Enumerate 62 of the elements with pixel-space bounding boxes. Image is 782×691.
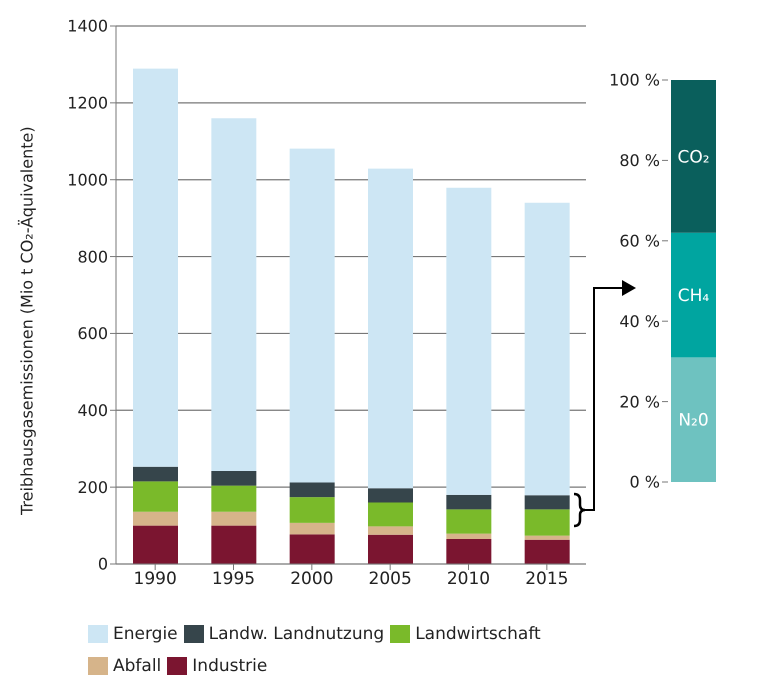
x-tick-label: 2000 <box>290 569 334 590</box>
bar <box>211 471 256 486</box>
bar <box>133 512 178 526</box>
bar <box>133 466 178 482</box>
bar <box>368 502 413 526</box>
y-tick-label: 1200 <box>67 94 108 113</box>
bar <box>671 80 716 233</box>
legend-label: Industrie <box>192 656 268 676</box>
y-tick-label: 60 % <box>619 231 660 250</box>
y-tick-label: 1400 <box>67 16 108 36</box>
bar <box>446 539 492 564</box>
bar <box>368 526 413 535</box>
x-tick-label: 2005 <box>368 569 412 590</box>
bar <box>290 482 335 498</box>
x-tick-label: 1995 <box>212 569 256 590</box>
bar <box>368 534 413 564</box>
bar <box>671 357 716 482</box>
x-tick-label: 2015 <box>525 569 568 590</box>
x-tick-label: 2010 <box>446 569 490 590</box>
y-tick-label: 0 % <box>630 472 660 492</box>
y-tick-label: 600 <box>77 324 108 344</box>
y-tick-label: 400 <box>77 400 108 420</box>
y-tick-label: 800 <box>77 247 108 266</box>
y-tick-label: 100 % <box>609 70 660 90</box>
y-tick-label: 40 % <box>619 312 660 331</box>
bar <box>671 232 716 358</box>
bar <box>290 497 335 523</box>
bar <box>211 486 256 512</box>
x-tick-label: 1990 <box>134 569 177 590</box>
bar <box>133 481 178 512</box>
bar <box>524 495 570 510</box>
y-tick-label: 1000 <box>67 170 108 190</box>
bar <box>524 202 570 496</box>
bar <box>290 522 335 534</box>
y-tick-label: 0 <box>98 554 108 574</box>
bar <box>368 168 413 488</box>
bar <box>133 68 178 467</box>
legend-label: Landw. Landnutzung <box>208 624 384 644</box>
bar <box>446 534 492 540</box>
bar <box>524 509 570 536</box>
bar <box>368 488 413 503</box>
bar <box>446 494 492 510</box>
legend-label: Energie <box>113 624 178 644</box>
series-label: CH₄ <box>678 286 710 306</box>
bar <box>290 534 335 564</box>
bar <box>524 536 570 540</box>
bar <box>211 118 256 472</box>
series-label: CO₂ <box>677 147 710 168</box>
legend-label: Abfall <box>113 656 162 676</box>
legend-label: Landwirtschaft <box>415 624 541 644</box>
bar <box>211 526 256 564</box>
y-tick-label: 80 % <box>619 151 660 170</box>
bar <box>446 509 492 534</box>
bar <box>524 540 570 564</box>
y-axis-title: Treibhausgasemissionen (Mio t CO₂-Äquivalente) <box>18 126 37 516</box>
bar <box>133 526 178 564</box>
bar <box>290 148 335 483</box>
y-tick-label: 200 <box>77 478 108 497</box>
series-label: N₂0 <box>678 410 709 431</box>
bar <box>446 188 492 495</box>
y-tick-label: 20 % <box>619 392 660 412</box>
bar <box>211 512 256 526</box>
